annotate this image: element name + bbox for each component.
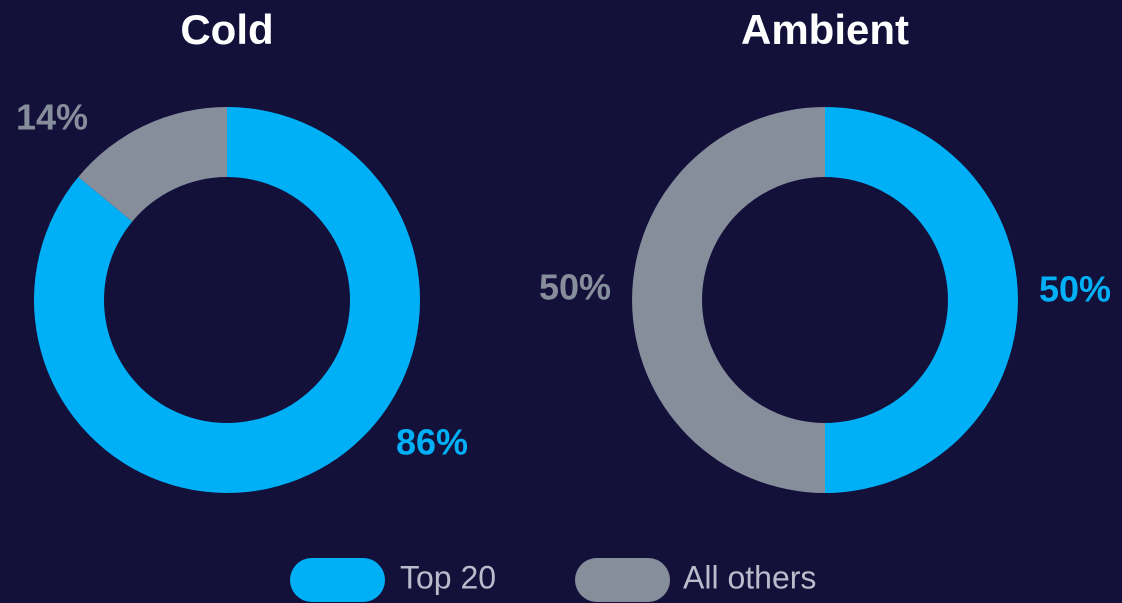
donut-slice [78,107,227,222]
donut-slice [825,107,1018,493]
legend-swatch [575,558,670,602]
chart-title: Ambient [741,6,909,53]
value-label: 50% [1039,269,1111,310]
legend-label: Top 20 [400,559,496,595]
value-label: 50% [539,267,611,308]
legend-label: All others [683,559,816,595]
legend-swatch [290,558,385,602]
donut-slice [632,107,825,493]
chart-title: Cold [180,6,273,53]
donut-slice [34,107,421,493]
value-label: 14% [16,97,88,138]
value-label: 86% [396,422,468,463]
